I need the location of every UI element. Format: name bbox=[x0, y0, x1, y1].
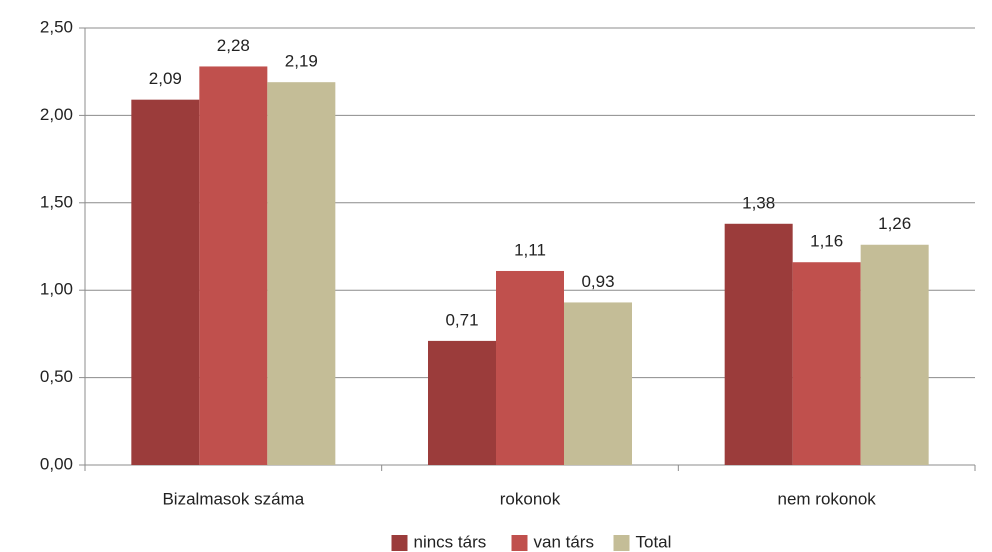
data-label: 2,28 bbox=[217, 36, 250, 55]
bar bbox=[131, 99, 200, 465]
bar bbox=[564, 302, 632, 465]
data-label: 1,38 bbox=[742, 193, 775, 212]
data-label: 0,93 bbox=[581, 272, 614, 291]
y-tick-label: 0,50 bbox=[40, 367, 73, 386]
bar bbox=[792, 262, 861, 465]
data-label: 1,26 bbox=[878, 214, 911, 233]
data-label: 0,71 bbox=[445, 310, 478, 329]
x-tick-label: rokonok bbox=[500, 489, 561, 508]
data-label: 1,11 bbox=[514, 240, 546, 259]
x-tick-label: Bizalmasok száma bbox=[162, 489, 304, 508]
bar bbox=[724, 223, 793, 465]
data-label: 1,16 bbox=[810, 232, 843, 251]
legend-swatch bbox=[511, 535, 528, 551]
legend-label: nincs társ bbox=[414, 532, 487, 551]
bar bbox=[496, 270, 564, 465]
legend-swatch bbox=[613, 535, 630, 551]
y-tick-label: 2,00 bbox=[40, 105, 73, 124]
data-label: 2,09 bbox=[149, 69, 182, 88]
legend-swatch bbox=[391, 535, 408, 551]
legend-label: van társ bbox=[534, 532, 594, 551]
bar bbox=[428, 340, 496, 465]
x-tick-label: nem rokonok bbox=[778, 489, 877, 508]
legend-label: Total bbox=[636, 532, 672, 551]
data-label: 2,19 bbox=[285, 52, 318, 71]
y-tick-label: 0,00 bbox=[40, 454, 73, 473]
bar bbox=[267, 82, 336, 466]
bar bbox=[860, 244, 929, 465]
bar bbox=[199, 66, 268, 466]
y-tick-label: 2,50 bbox=[40, 17, 73, 36]
y-tick-label: 1,50 bbox=[40, 192, 73, 211]
y-tick-label: 1,00 bbox=[40, 280, 73, 299]
